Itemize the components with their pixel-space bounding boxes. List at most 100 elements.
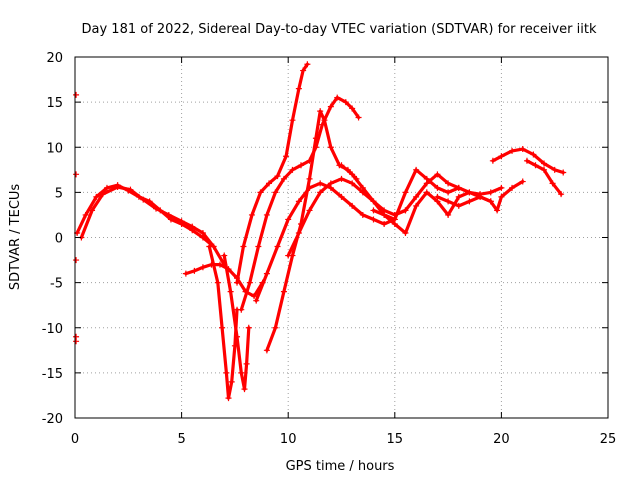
data-point: [214, 279, 221, 286]
data-point: [89, 207, 96, 214]
y-tick-label: -5: [50, 277, 63, 292]
series-track-11: [339, 163, 461, 221]
data-point: [165, 211, 172, 218]
data-point: [487, 189, 494, 196]
data-point: [114, 183, 121, 190]
data-point: [370, 198, 377, 205]
outlier-point: [73, 171, 80, 178]
tick-marks: [74, 56, 609, 419]
series-track-5: [184, 263, 265, 298]
data-point: [402, 189, 409, 196]
data-point: [283, 153, 290, 160]
data-point: [263, 211, 270, 218]
series-track-9: [286, 177, 408, 258]
data-point: [317, 108, 324, 115]
data-point: [257, 189, 264, 196]
data-point: [487, 198, 494, 205]
data-point: [285, 216, 292, 223]
data-point: [445, 211, 452, 218]
data-point: [342, 99, 349, 106]
data-point: [295, 229, 302, 236]
data-point: [289, 117, 296, 124]
data-point: [434, 193, 441, 200]
series-track-6: [235, 62, 309, 285]
data-point: [519, 146, 526, 153]
data-point: [306, 175, 313, 182]
x-tick-label: 20: [493, 432, 510, 447]
x-tick-label: 25: [600, 432, 617, 447]
data-point: [445, 198, 452, 205]
data-point: [206, 243, 213, 250]
data-point: [266, 180, 273, 187]
y-tick-label: -20: [42, 412, 63, 427]
data-point: [182, 270, 189, 277]
series-track-14: [435, 179, 525, 212]
data-point: [551, 166, 558, 173]
y-tick-label: 5: [55, 186, 63, 201]
x-tick-label: 10: [280, 432, 297, 447]
data-point: [327, 184, 334, 191]
plot-frame: [74, 56, 609, 419]
data-point: [241, 386, 248, 393]
data-point: [238, 369, 245, 376]
data-point: [199, 264, 206, 271]
data-point: [199, 229, 206, 236]
data-point: [225, 266, 232, 273]
data-point: [223, 369, 230, 376]
data-point: [228, 378, 235, 385]
data-point: [402, 229, 409, 236]
data-point: [238, 306, 245, 313]
data-point: [219, 324, 226, 331]
y-axis-label: SDTVAR / TECUs: [8, 184, 23, 291]
series-track-10: [254, 181, 397, 303]
data-point: [274, 243, 281, 250]
x-tick-label: 15: [387, 432, 404, 447]
data-point: [381, 220, 388, 227]
data-point: [530, 151, 537, 158]
x-axis-label: GPS time / hours: [286, 459, 395, 474]
data-point: [402, 207, 409, 214]
y-tick-label: -15: [42, 367, 63, 382]
data-point: [140, 196, 147, 203]
outlier-point: [73, 338, 80, 345]
data-point: [93, 193, 100, 200]
data-point: [370, 216, 377, 223]
data-point: [445, 189, 452, 196]
data-point: [423, 189, 430, 196]
data-point: [191, 267, 198, 274]
data-point: [338, 162, 345, 169]
data-point: [103, 184, 110, 191]
data-point: [560, 169, 567, 176]
data-point: [274, 173, 281, 180]
data-point: [263, 347, 270, 354]
data-point: [216, 261, 223, 268]
data-point: [255, 243, 262, 250]
series-track-2: [79, 185, 226, 267]
data-point: [227, 288, 234, 295]
data-point: [349, 171, 356, 178]
data-point: [253, 297, 260, 304]
outlier-point: [73, 257, 80, 264]
data-point: [327, 103, 334, 110]
data-point: [285, 252, 292, 259]
data-point: [434, 184, 441, 191]
data-point: [245, 324, 252, 331]
data-point: [317, 180, 324, 187]
data-point: [263, 270, 270, 277]
data-point: [338, 193, 345, 200]
data-point: [234, 333, 241, 340]
data-point: [295, 85, 302, 92]
data-point: [532, 162, 539, 169]
data-point: [251, 293, 258, 300]
data-point: [519, 178, 526, 185]
y-tick-label: 20: [46, 51, 63, 66]
x-tick-label: 5: [177, 432, 185, 447]
data-point: [99, 191, 106, 198]
data-series: [73, 61, 567, 402]
data-point: [306, 184, 313, 191]
data-point: [413, 166, 420, 173]
data-point: [445, 180, 452, 187]
data-point: [338, 175, 345, 182]
data-point: [381, 211, 388, 218]
